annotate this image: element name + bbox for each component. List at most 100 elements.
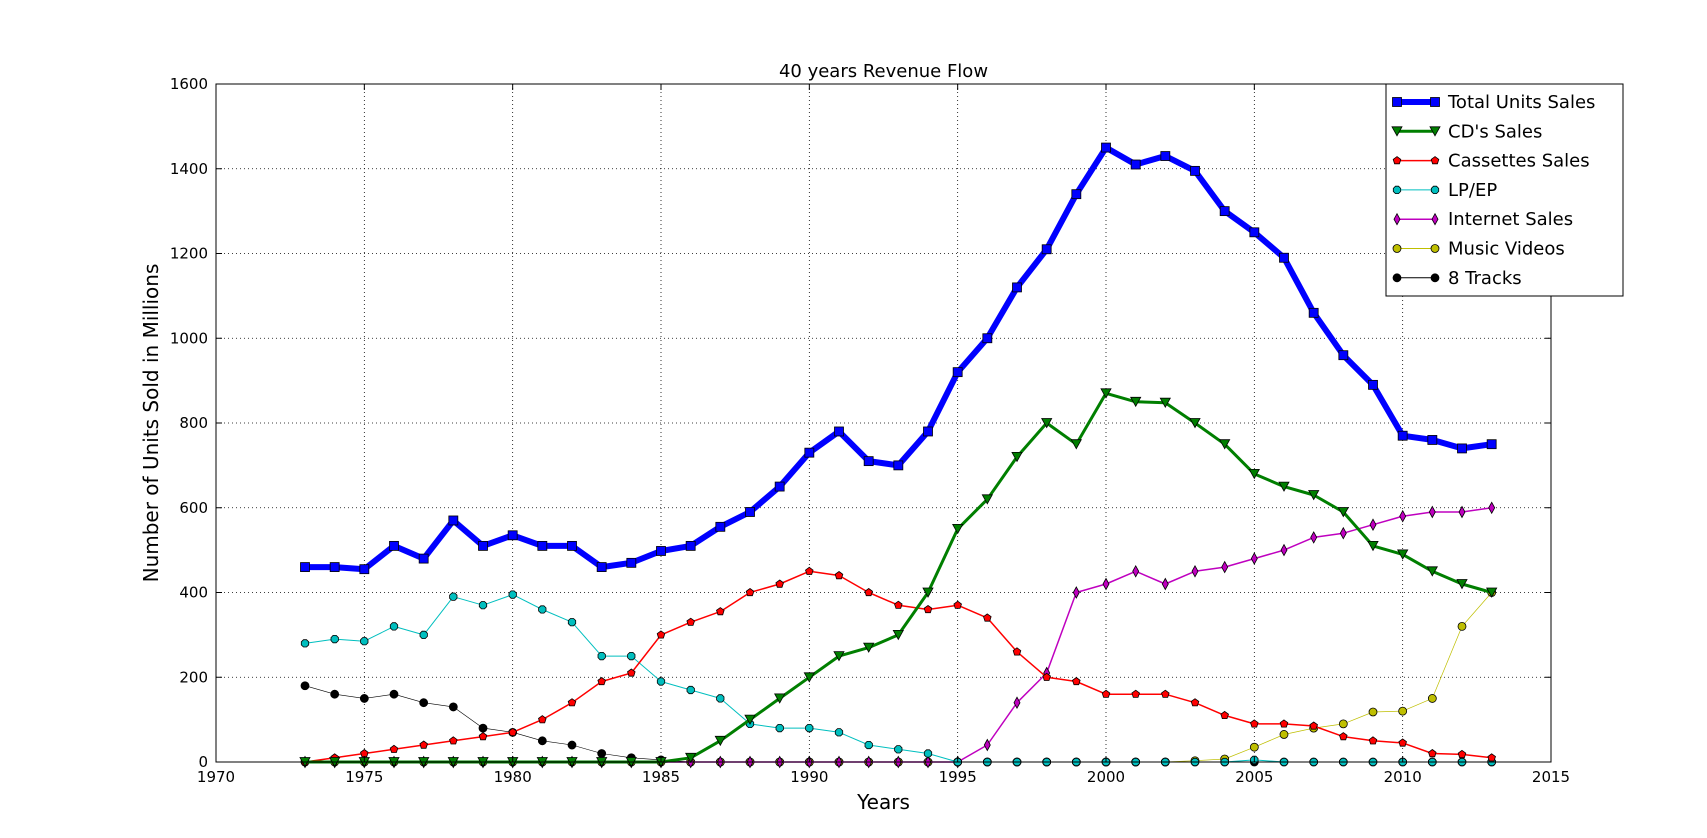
data-point (330, 635, 339, 644)
data-point (1190, 165, 1200, 176)
data-point (1012, 647, 1022, 656)
data-point (1397, 430, 1408, 441)
y-tick-label: 400 (179, 584, 208, 602)
data-point (419, 630, 428, 639)
data-point (449, 592, 458, 601)
data-point (300, 639, 310, 648)
legend-marker (1392, 97, 1402, 107)
data-point (478, 601, 488, 610)
data-point (686, 617, 695, 626)
data-point (1041, 418, 1053, 429)
data-point (478, 732, 488, 741)
data-point (923, 749, 933, 758)
data-point (1071, 189, 1082, 200)
data-point (1427, 694, 1437, 703)
data-point (1367, 541, 1379, 552)
data-point (567, 698, 577, 707)
data-point (567, 540, 577, 551)
data-point (1486, 439, 1497, 450)
data-point (597, 677, 606, 686)
data-point (1130, 159, 1141, 170)
data-point (774, 481, 785, 492)
data-point (1337, 507, 1349, 518)
data-point (1368, 736, 1378, 745)
data-point (745, 507, 755, 517)
legend-marker (1430, 244, 1440, 253)
data-point (775, 579, 784, 588)
legend-label: CD's Sales (1448, 121, 1542, 142)
data-point (507, 530, 518, 541)
legend-marker (1430, 156, 1440, 165)
data-point (449, 736, 458, 745)
data-point (685, 752, 697, 764)
data-point (419, 698, 429, 708)
data-point (1249, 227, 1260, 238)
x-axis-label: Years (856, 790, 910, 814)
data-point (1457, 443, 1467, 454)
data-point (389, 622, 399, 631)
legend-entry: LP/EP (1392, 180, 1497, 201)
legend-marker (1392, 273, 1402, 283)
legend-entry: 8 Tracks (1392, 268, 1522, 289)
data-point (1338, 350, 1349, 361)
data-point (1219, 206, 1230, 217)
data-point (1308, 307, 1319, 318)
series-0 (300, 142, 1497, 575)
legend-marker (1393, 212, 1401, 226)
data-point (744, 714, 756, 725)
data-point (1250, 719, 1259, 728)
data-point (478, 723, 488, 733)
data-point (389, 540, 399, 551)
data-point (1221, 560, 1229, 574)
data-point (448, 702, 458, 712)
data-point (538, 605, 547, 614)
data-point (716, 694, 725, 703)
data-point (686, 685, 695, 695)
data-point (1310, 531, 1318, 544)
legend-entry: Total Units Sales (1392, 92, 1595, 113)
data-point (1250, 552, 1258, 565)
data-point (1456, 579, 1468, 590)
data-point (478, 540, 488, 551)
legend-label: 8 Tracks (1448, 268, 1522, 289)
data-point (1159, 397, 1171, 409)
data-point (834, 728, 844, 737)
data-point (1279, 252, 1289, 263)
data-point (537, 736, 547, 746)
data-point (834, 426, 844, 437)
data-point (745, 588, 755, 597)
data-point (1189, 418, 1201, 429)
y-axis-label: Number of Units Sold in Millions (139, 264, 163, 583)
data-point (1012, 282, 1022, 293)
data-point (892, 630, 904, 641)
data-point (1428, 749, 1437, 758)
data-point (1339, 526, 1347, 540)
data-point (1101, 142, 1111, 153)
data-point (834, 571, 844, 580)
data-point (1280, 543, 1288, 557)
x-tick-label: 2005 (1235, 768, 1273, 786)
data-point (329, 562, 340, 572)
y-tick-label: 800 (179, 414, 208, 432)
data-point (952, 524, 964, 535)
data-point (1161, 689, 1170, 698)
data-point (1397, 549, 1409, 560)
data-point (922, 587, 934, 598)
legend-label: Music Videos (1448, 239, 1565, 260)
data-point (1369, 518, 1377, 532)
data-point (805, 566, 814, 575)
data-point (863, 642, 875, 653)
legend-entry: CD's Sales (1391, 121, 1542, 142)
data-point (685, 540, 696, 551)
data-point (656, 546, 666, 556)
data-point (389, 689, 399, 699)
data-point (953, 600, 962, 609)
data-point (775, 724, 784, 733)
data-point (952, 367, 963, 378)
legend-marker (1430, 97, 1440, 107)
legend-marker (1392, 185, 1402, 195)
data-point (1279, 719, 1289, 728)
data-point (1426, 566, 1438, 577)
data-point (1102, 577, 1110, 591)
